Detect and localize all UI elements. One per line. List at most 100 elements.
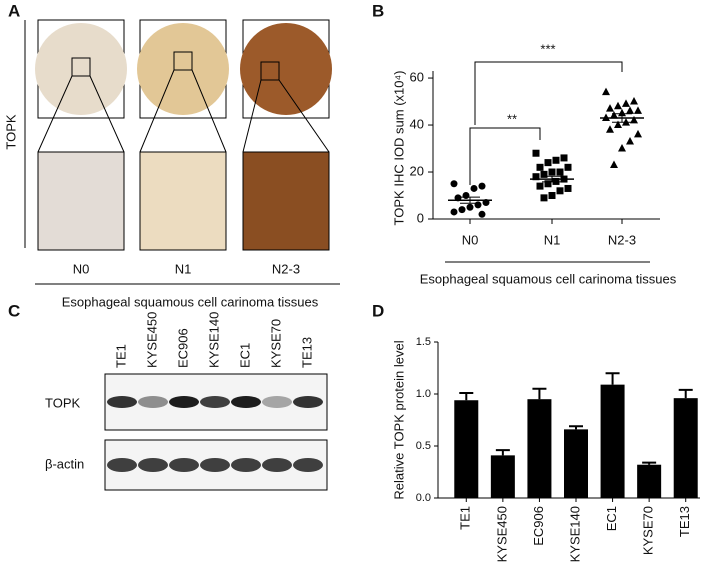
dot [602,87,610,96]
panel-letter: D [372,301,384,320]
column-label: N1 [175,261,192,276]
band [293,458,323,472]
dot [532,173,540,181]
band [262,458,292,472]
dot [614,101,622,110]
x-tick-label: EC906 [531,506,546,546]
dot [544,159,552,167]
band [200,396,230,408]
bar [637,464,662,498]
error-bar [642,461,657,465]
y-tick-label: 0 [417,210,424,225]
band [262,396,292,408]
y-tick-label: 0.0 [416,492,431,504]
dot [478,182,486,190]
blot-row-label: TOPK [45,395,80,410]
bracket [474,61,623,125]
dot [630,115,638,124]
error-bar [495,449,510,456]
tissue-core [35,23,127,115]
x-tick-label: EC1 [604,506,619,531]
row-label: TOPK [3,114,18,149]
dot [634,106,642,114]
error-bar [605,372,620,385]
band [231,396,261,408]
dot [540,194,548,202]
dot [564,163,572,171]
dot [540,170,548,178]
dot [552,156,560,164]
bar [673,398,698,498]
x-tick-label: TE1 [458,506,473,530]
dot [458,206,466,214]
dot [556,187,564,195]
column-label: N2-3 [272,261,300,276]
dot [544,180,552,188]
x-tick-label: KYSE70 [641,506,656,555]
y-tick-label: 1.5 [416,336,431,348]
dot [564,184,572,192]
dot [606,104,614,112]
band [200,458,230,472]
band [107,396,137,408]
x-tick-label: N1 [544,232,561,247]
dot [618,144,626,152]
zoom-image [37,151,125,251]
dot [450,180,458,188]
zoom-lines [37,69,330,153]
dot [450,208,458,216]
error-bar [459,391,474,401]
significance: *** [540,41,555,56]
panel-letter: B [372,1,384,20]
x-tick-label: KYSE140 [567,506,582,562]
significance: ** [507,111,517,126]
caption: Esophageal squamous cell carinoma tissue… [62,294,319,309]
dot [478,210,486,218]
bar [564,429,588,498]
y-tick-label: 60 [410,69,424,84]
band [231,458,261,472]
lane-label: KYSE140 [206,312,221,368]
band [169,396,199,408]
error-bar [460,196,480,204]
lane-label: TE1 [113,344,128,368]
x-tick-label: N0 [462,232,479,247]
lane-labels: TE1 KYSE450 EC906 KYSE140 EC1 KYSE70 TE13 [113,312,314,368]
y-tick-label: 40 [410,116,424,131]
dot [622,99,630,107]
ihc-images [35,19,332,251]
dot [470,184,478,192]
dot [634,129,642,138]
bar [490,455,515,498]
column-label: N0 [73,261,90,276]
y-tick-label: 0.5 [416,440,431,452]
band [138,396,168,408]
dot [610,111,618,119]
bracket [469,127,541,185]
y-axis-label: TOPK IHC IOD sum (x10⁴) [391,71,406,226]
lane-label: KYSE70 [268,319,283,368]
band [293,396,323,408]
dot [466,203,474,211]
lane-label: EC906 [175,328,190,368]
band [169,458,199,472]
bar [600,384,625,498]
dot [548,192,556,200]
panel-letter: A [8,1,20,20]
zoom-box [71,57,91,77]
zoom-image [139,151,227,251]
x-tick-label: N2-3 [608,232,636,247]
y-tick-label: 20 [410,163,424,178]
zoom-image [242,151,330,251]
bar [527,399,552,498]
band [138,458,168,472]
tissue-core [240,23,332,115]
band [107,458,137,472]
dot [618,108,626,117]
zoom-box [173,51,193,71]
error-bar [542,175,562,183]
dot [606,125,614,133]
dot [630,97,638,105]
dot [556,168,564,176]
